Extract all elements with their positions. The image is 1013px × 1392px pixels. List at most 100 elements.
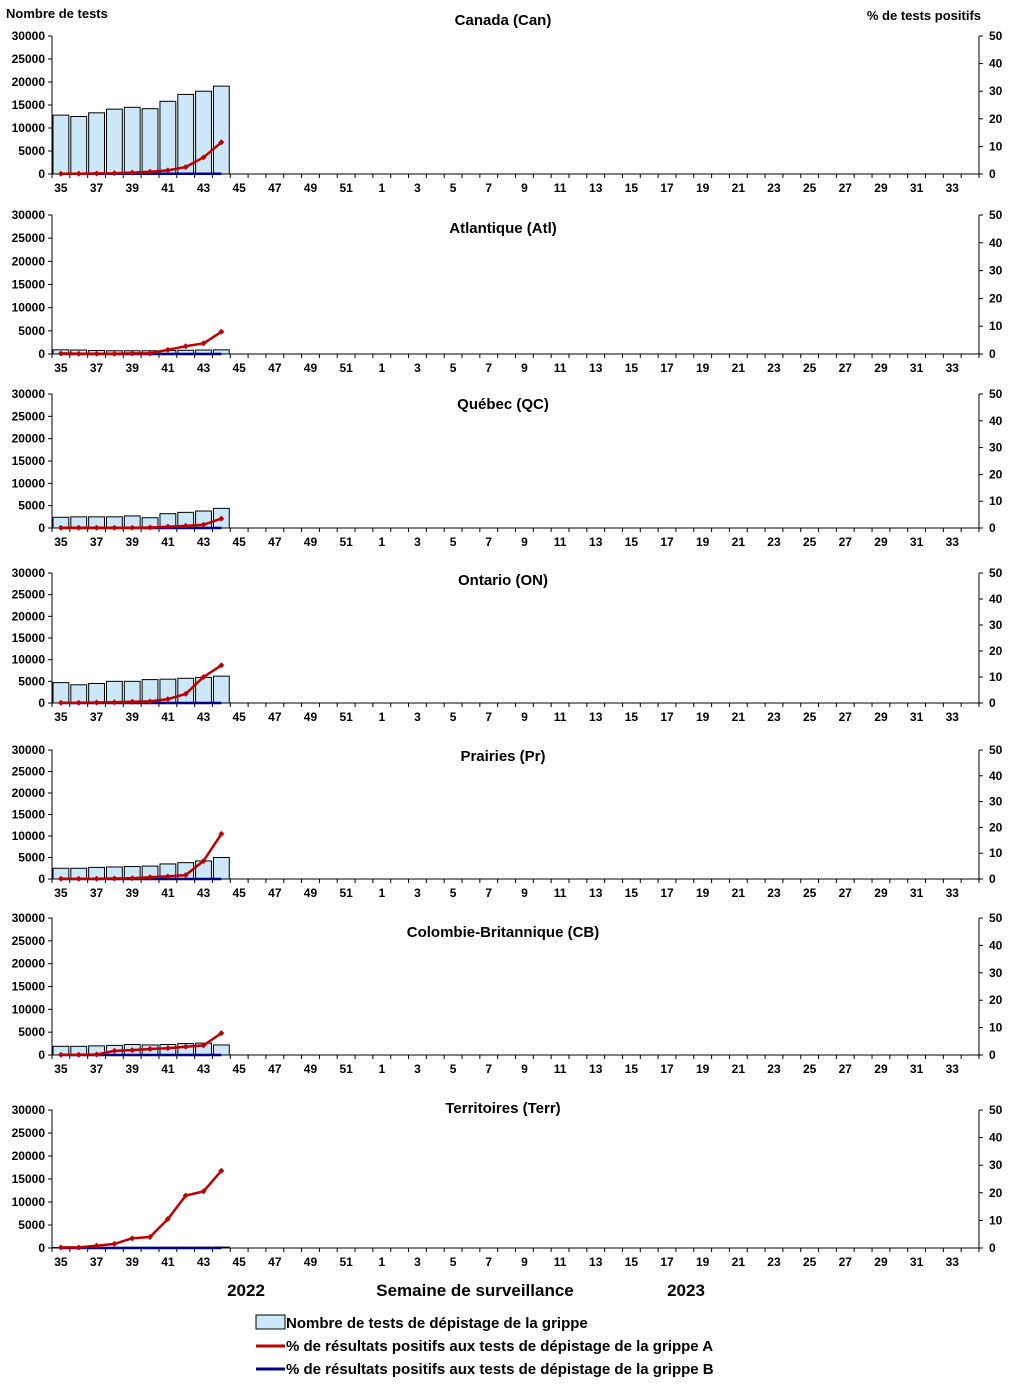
year-2023-label: 2023	[667, 1281, 705, 1300]
x-tick-label: 9	[521, 1062, 528, 1076]
x-tick-label: 11	[554, 361, 567, 375]
flu-a-point	[75, 875, 82, 882]
right-tick-label: 0	[989, 347, 996, 361]
flu-a-point	[182, 522, 189, 529]
x-tick-label: 43	[197, 710, 211, 724]
left-tick-label: 30000	[12, 1103, 46, 1117]
left-tick-label: 5000	[18, 1218, 45, 1232]
x-tick-label: 21	[732, 1255, 746, 1269]
right-tick-label: 30	[989, 84, 1003, 98]
flu-a-point	[164, 873, 171, 880]
x-tick-label: 3	[414, 710, 421, 724]
test-count-bar	[105, 108, 123, 175]
left-tick-label: 15000	[12, 980, 46, 994]
flu-a-point	[93, 1242, 100, 1249]
x-tick-label: 37	[90, 1062, 104, 1076]
x-tick-label: 11	[554, 886, 567, 900]
flu-a-point	[147, 1045, 154, 1052]
x-tick-label: 45	[233, 535, 247, 549]
flu-a-point	[218, 139, 225, 146]
legend-flu-b-label: % de résultats positifs aux tests de dép…	[286, 1361, 714, 1378]
flu-a-point	[200, 674, 207, 680]
left-tick-label: 30000	[12, 208, 46, 222]
panel-0: Canada (Can)0500010000150002000025000300…	[12, 12, 1003, 195]
x-tick-label: 11	[554, 710, 567, 724]
x-tick-label: 23	[767, 1062, 781, 1076]
panel-3: Ontario (ON)0500010000150002000025000300…	[12, 566, 1003, 724]
left-tick-label: 30000	[12, 566, 46, 580]
x-tick-label: 5	[450, 710, 457, 724]
x-tick-label: 1	[378, 181, 385, 195]
x-tick-label: 7	[485, 535, 492, 549]
flu-a-point	[111, 170, 118, 177]
chart-title: Prairies (Pr)	[460, 748, 545, 765]
x-tick-label: 51	[339, 710, 353, 724]
flu-a-point	[200, 154, 207, 161]
flu-a-point	[75, 350, 82, 357]
x-tick-label: 27	[839, 361, 853, 375]
x-tick-label: 21	[732, 361, 746, 375]
flu-a-point	[164, 167, 171, 174]
flu-a-series-line	[60, 1032, 223, 1056]
x-tick-label: 41	[161, 535, 175, 549]
flu-a-point	[93, 350, 100, 357]
x-tick-label: 39	[126, 181, 140, 195]
x-tick-label: 21	[732, 710, 746, 724]
right-tick-label: 0	[989, 167, 996, 181]
x-tick-label: 21	[732, 1062, 746, 1076]
left-tick-label: 20000	[12, 254, 46, 268]
x-tick-label: 49	[304, 535, 318, 549]
x-tick-label: 1	[378, 1062, 385, 1076]
chart-title: Canada (Can)	[455, 12, 552, 29]
x-tick-label: 39	[126, 710, 140, 724]
test-count-bar	[88, 112, 105, 175]
x-tick-label: 19	[696, 1255, 710, 1269]
x-tick-label: 7	[485, 710, 492, 724]
left-tick-label: 20000	[12, 75, 46, 89]
right-tick-label: 0	[989, 872, 996, 886]
x-tick-label: 25	[803, 1062, 817, 1076]
x-tick-label: 47	[268, 1062, 282, 1076]
x-tick-label: 33	[946, 710, 960, 724]
test-count-bar	[52, 114, 70, 175]
left-tick-label: 10000	[12, 1002, 46, 1016]
flu-a-series-line	[60, 1169, 223, 1249]
flu-a-point	[57, 524, 64, 531]
flu-a-point	[129, 524, 136, 531]
flu-a-point	[147, 168, 154, 175]
left-tick-label: 15000	[12, 1172, 46, 1186]
test-count-bar	[212, 1044, 230, 1056]
x-tick-label: 49	[304, 710, 318, 724]
left-tick-label: 0	[38, 696, 45, 710]
flu-a-point	[218, 328, 225, 335]
x-tick-label: 47	[268, 361, 282, 375]
x-tick-label: 29	[874, 535, 888, 549]
left-tick-label: 30000	[12, 387, 46, 401]
x-tick-label: 5	[450, 1255, 457, 1269]
x-tick-label: 15	[625, 886, 639, 900]
x-tick-label: 3	[414, 1255, 421, 1269]
x-tick-label: 13	[589, 1062, 603, 1076]
right-tick-label: 30	[989, 795, 1003, 809]
x-tick-label: 33	[946, 1062, 960, 1076]
x-tick-label: 29	[874, 1062, 888, 1076]
right-tick-label: 40	[989, 1131, 1003, 1145]
x-tick-label: 11	[554, 1062, 567, 1076]
test-count-bar	[212, 85, 230, 175]
flu-a-point	[218, 662, 225, 669]
x-tick-label: 31	[910, 1255, 924, 1269]
flu-a-point	[129, 1235, 136, 1242]
left-tick-label: 25000	[12, 934, 46, 948]
x-tick-label: 35	[54, 535, 68, 549]
x-tick-label: 35	[54, 1255, 68, 1269]
right-tick-label: 20	[989, 820, 1003, 834]
left-tick-label: 5000	[18, 1025, 45, 1039]
right-tick-label: 0	[989, 1241, 996, 1255]
left-tick-label: 15000	[12, 454, 46, 468]
right-tick-label: 40	[989, 236, 1003, 250]
x-tick-label: 13	[589, 535, 603, 549]
x-tick-label: 9	[521, 1255, 528, 1269]
panel-4: Prairies (Pr)050001000015000200002500030…	[12, 743, 1003, 900]
x-tick-label: 47	[268, 1255, 282, 1269]
